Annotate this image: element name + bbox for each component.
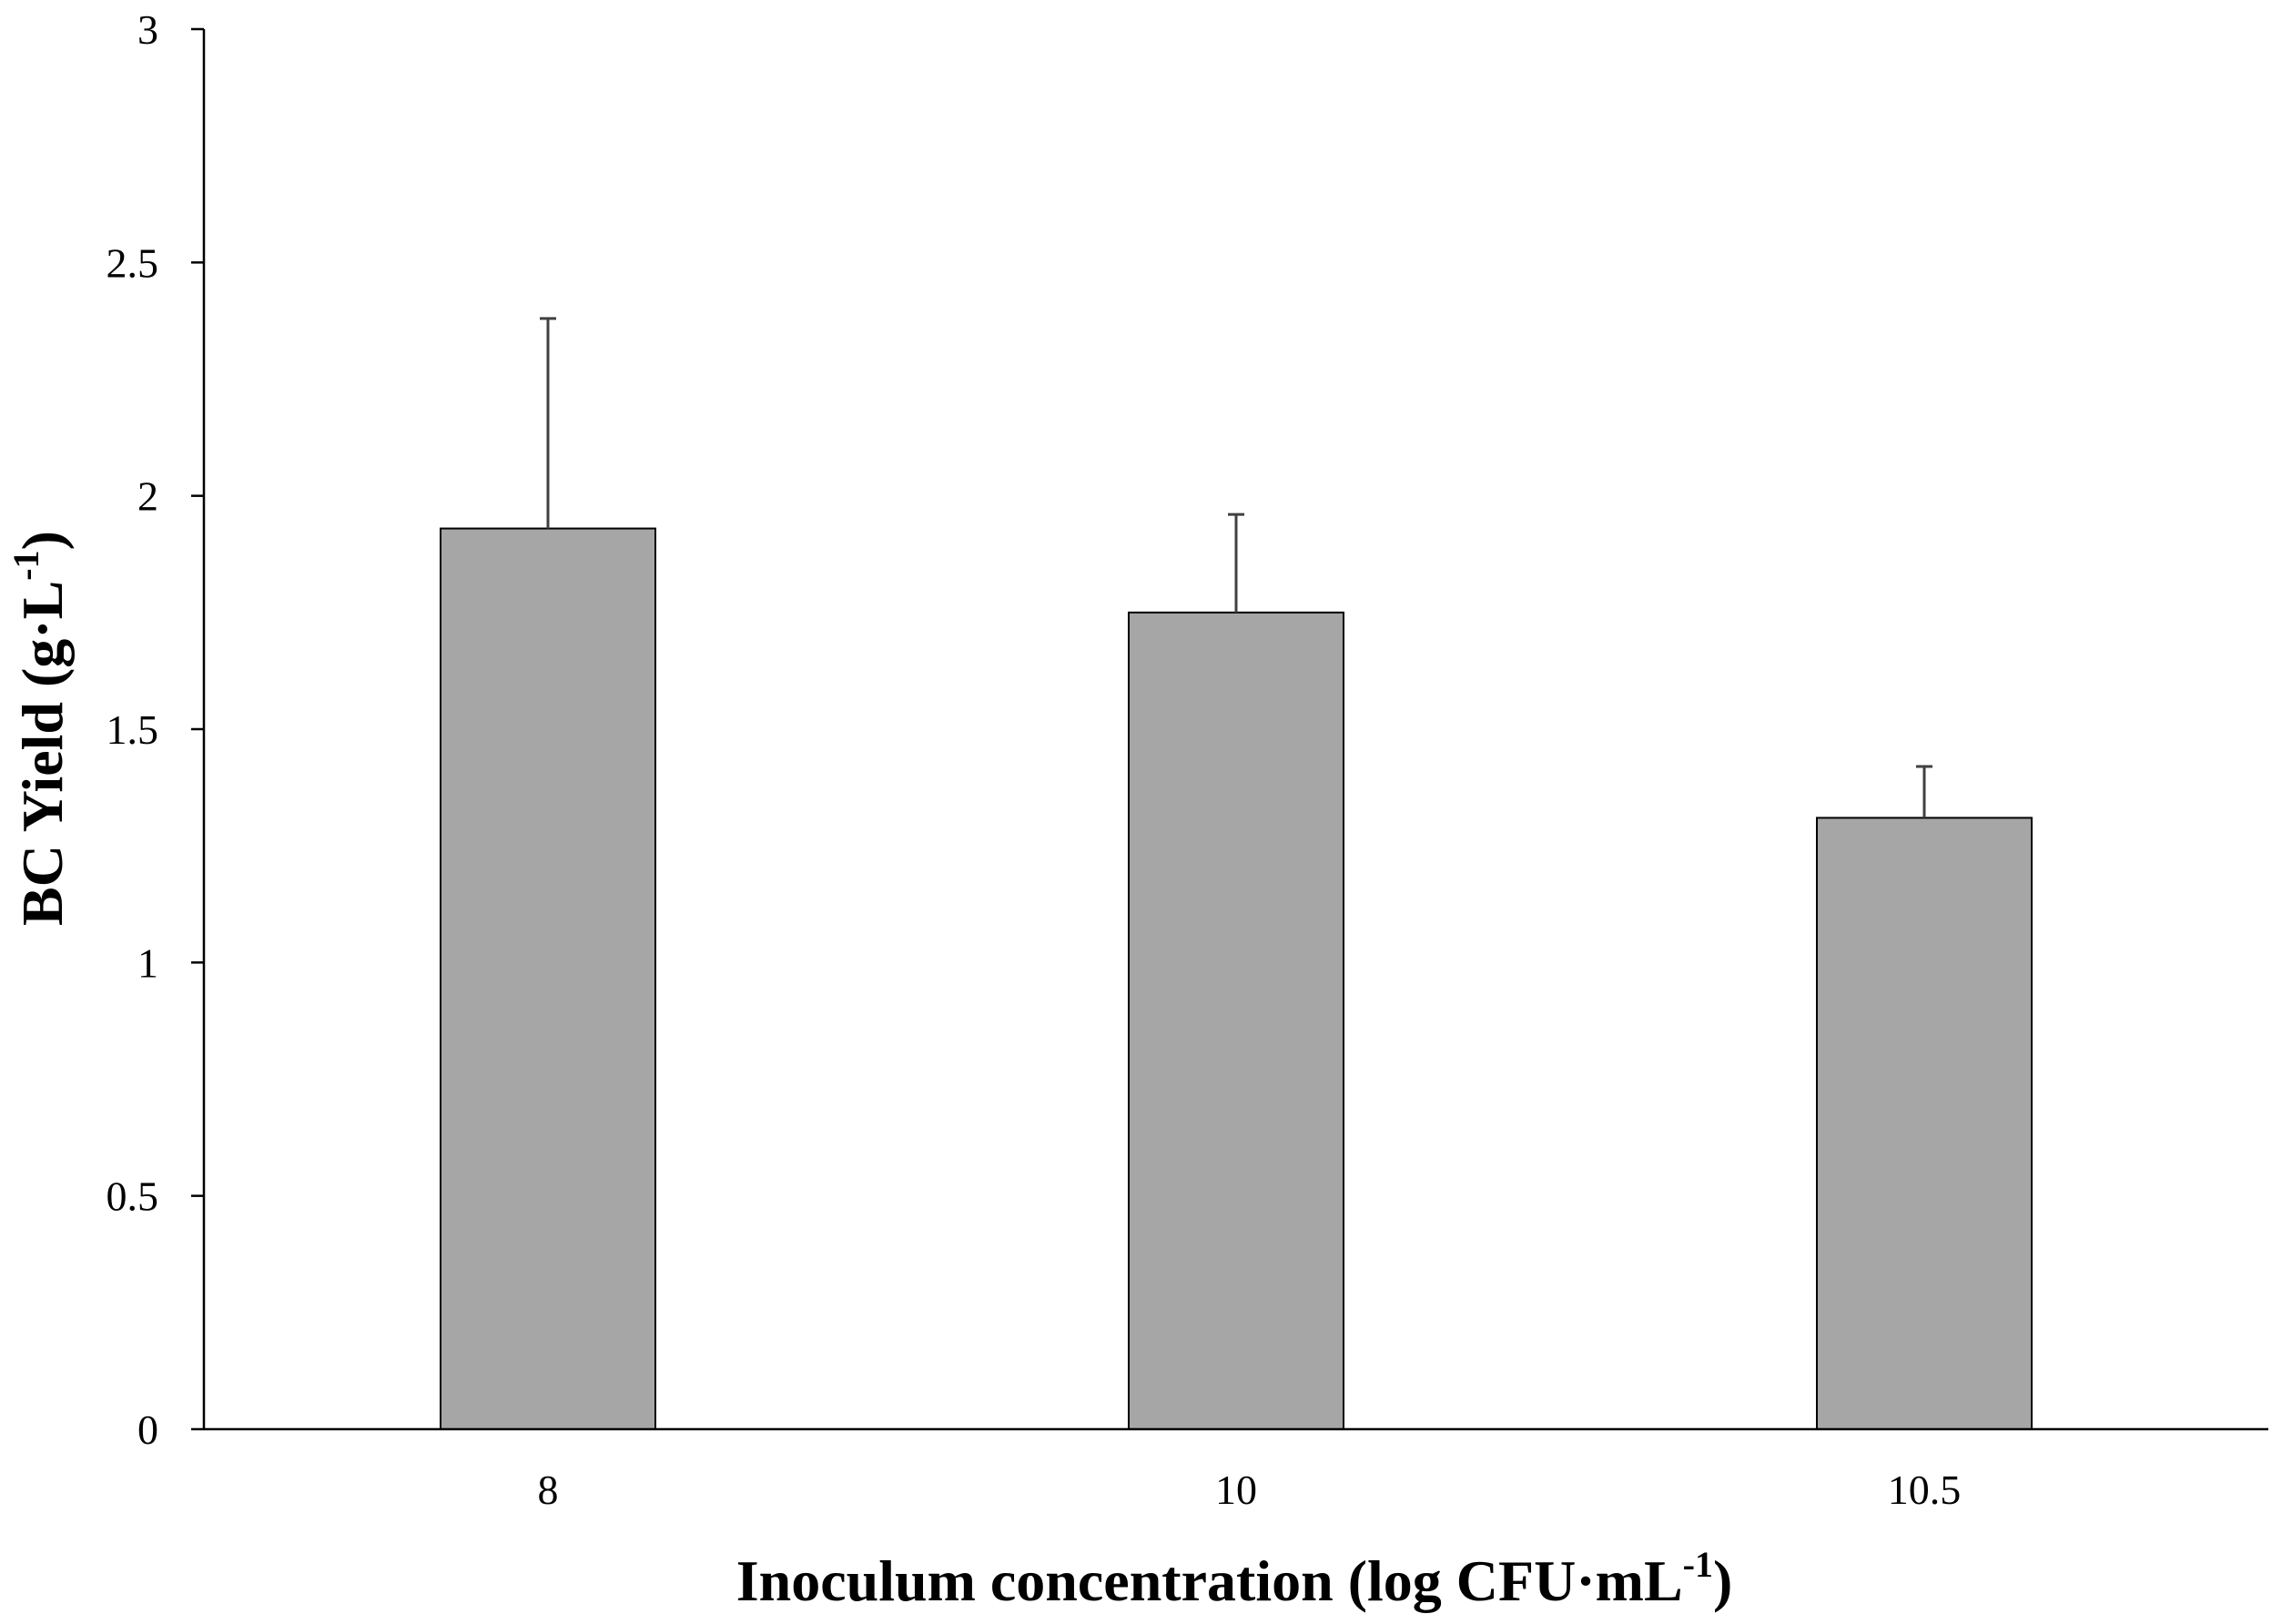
y-tick-label: 0.5 xyxy=(106,1173,159,1220)
bars xyxy=(440,527,2033,1430)
y-tick-label: 0 xyxy=(137,1406,158,1453)
y-axis-title: BC Yield (g·L-1) xyxy=(5,531,75,926)
x-tick-label: 10 xyxy=(1215,1467,1257,1513)
y-tick-label: 1.5 xyxy=(106,706,159,753)
bar-8 xyxy=(440,527,656,1430)
bar-10.5 xyxy=(1816,817,2033,1430)
bar-10 xyxy=(1128,611,1344,1430)
y-axis-ticks: 0 0.5 1 1.5 2 2.5 3 xyxy=(106,6,204,1453)
y-tick-label: 2.5 xyxy=(106,239,159,286)
error-bars xyxy=(540,317,1932,818)
x-tick-label: 10.5 xyxy=(1888,1467,1962,1513)
y-tick-label: 2 xyxy=(137,473,158,520)
x-axis-title: Inoculum concentration (log CFU·mL-1) xyxy=(736,1544,1733,1613)
y-tick-label: 1 xyxy=(137,939,158,986)
x-tick-label: 8 xyxy=(538,1467,559,1513)
y-tick-label: 3 xyxy=(137,6,158,53)
x-axis-tick-labels: 8 10 10.5 xyxy=(538,1467,1962,1513)
